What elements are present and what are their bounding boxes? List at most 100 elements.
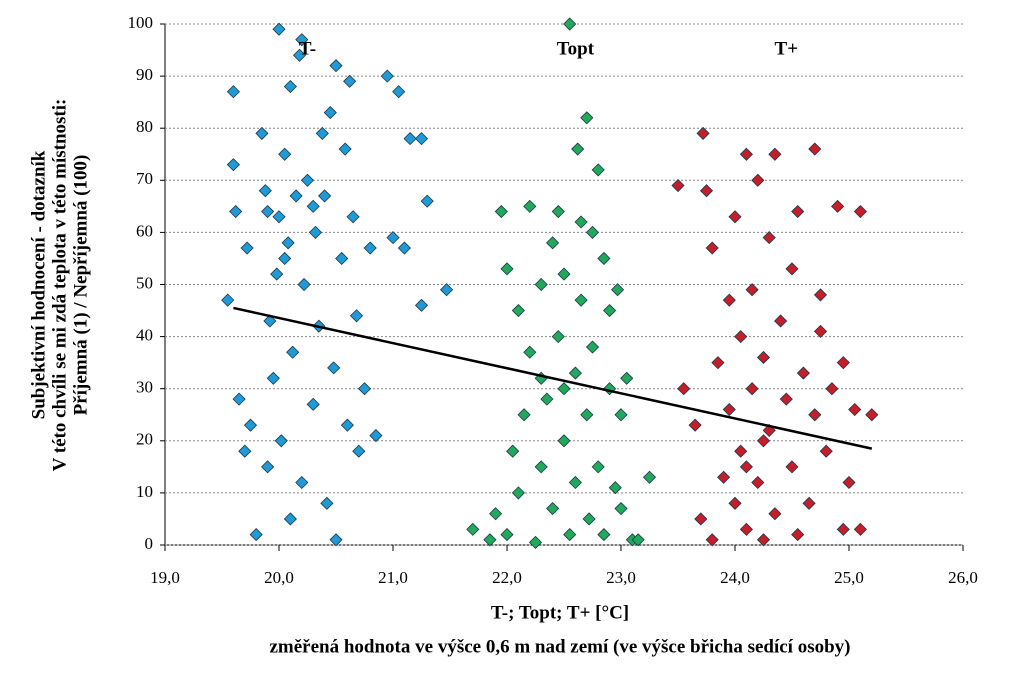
point	[292, 48, 307, 62]
point	[357, 382, 372, 396]
point	[352, 444, 366, 458]
point	[836, 522, 850, 536]
point	[363, 241, 377, 255]
point	[557, 267, 571, 281]
point	[557, 434, 571, 448]
point	[506, 444, 520, 458]
point	[315, 126, 329, 140]
y-label-line: V této chvíli se mi zdá teplota v této m…	[49, 99, 70, 472]
point	[420, 194, 434, 208]
x-tick-label: 21,0	[378, 568, 408, 587]
point	[785, 460, 799, 474]
point	[611, 283, 625, 297]
point	[836, 356, 850, 370]
point	[369, 429, 383, 443]
point	[568, 475, 582, 490]
point	[229, 204, 243, 219]
y-tick-label: 70	[136, 169, 153, 188]
point	[523, 199, 537, 213]
point	[340, 418, 354, 432]
series-label: T+	[775, 38, 799, 59]
point	[848, 402, 862, 417]
point	[255, 126, 269, 140]
point	[722, 402, 736, 417]
point	[694, 512, 708, 526]
point	[546, 236, 560, 250]
point	[489, 507, 503, 521]
point	[392, 85, 406, 99]
point	[534, 277, 548, 292]
point	[281, 236, 295, 250]
point	[591, 460, 605, 474]
point	[306, 397, 320, 411]
point	[308, 225, 323, 239]
point	[320, 496, 334, 510]
x-tick-label: 20,0	[264, 568, 294, 587]
point	[717, 470, 731, 484]
point	[603, 303, 617, 318]
point	[734, 330, 748, 344]
point	[574, 215, 588, 229]
point	[768, 507, 782, 521]
point	[551, 330, 565, 344]
point	[226, 158, 240, 172]
series-label: Topt	[557, 38, 595, 59]
point	[403, 132, 417, 146]
point	[762, 231, 776, 245]
point	[728, 496, 742, 510]
point	[774, 314, 788, 328]
point	[226, 85, 240, 99]
point	[283, 512, 297, 526]
y-tick-label: 40	[136, 326, 153, 345]
point	[274, 434, 288, 448]
point	[243, 418, 258, 432]
point	[511, 486, 525, 500]
point	[534, 460, 548, 474]
x-tick-label: 25,0	[834, 568, 864, 587]
x-label-line: T-; Topt; T+ [°C]	[491, 602, 629, 623]
point	[249, 528, 263, 542]
point	[699, 184, 714, 198]
point	[677, 382, 691, 396]
point	[349, 309, 364, 323]
point	[831, 199, 845, 213]
point	[768, 147, 782, 161]
y-tick-label: 80	[136, 117, 153, 136]
point	[323, 106, 337, 120]
point	[728, 210, 742, 224]
point	[756, 533, 771, 547]
point	[414, 132, 429, 146]
point	[306, 199, 320, 213]
point	[232, 392, 246, 406]
point	[813, 288, 828, 302]
point	[631, 533, 645, 547]
point	[278, 147, 292, 161]
point	[397, 241, 411, 255]
point	[842, 475, 856, 490]
trend-line	[233, 306, 873, 450]
point	[614, 501, 628, 516]
point	[591, 163, 605, 177]
point	[261, 204, 275, 219]
point	[745, 382, 759, 396]
point	[751, 173, 765, 187]
y-tick-label: 100	[128, 13, 154, 32]
point	[557, 382, 571, 396]
point	[614, 408, 628, 422]
point	[620, 371, 634, 385]
point	[386, 231, 400, 245]
y-tick-label: 90	[136, 65, 153, 84]
point	[734, 444, 748, 458]
point	[739, 522, 753, 536]
point	[272, 210, 286, 224]
point	[483, 533, 497, 547]
point	[511, 303, 525, 318]
y-label-line: Subjektivní hodnocení - dotazník	[28, 150, 49, 419]
point	[528, 535, 543, 549]
point	[608, 481, 622, 495]
point	[221, 293, 235, 307]
point	[779, 392, 793, 406]
y-tick-label: 50	[136, 273, 153, 292]
point	[739, 460, 753, 474]
